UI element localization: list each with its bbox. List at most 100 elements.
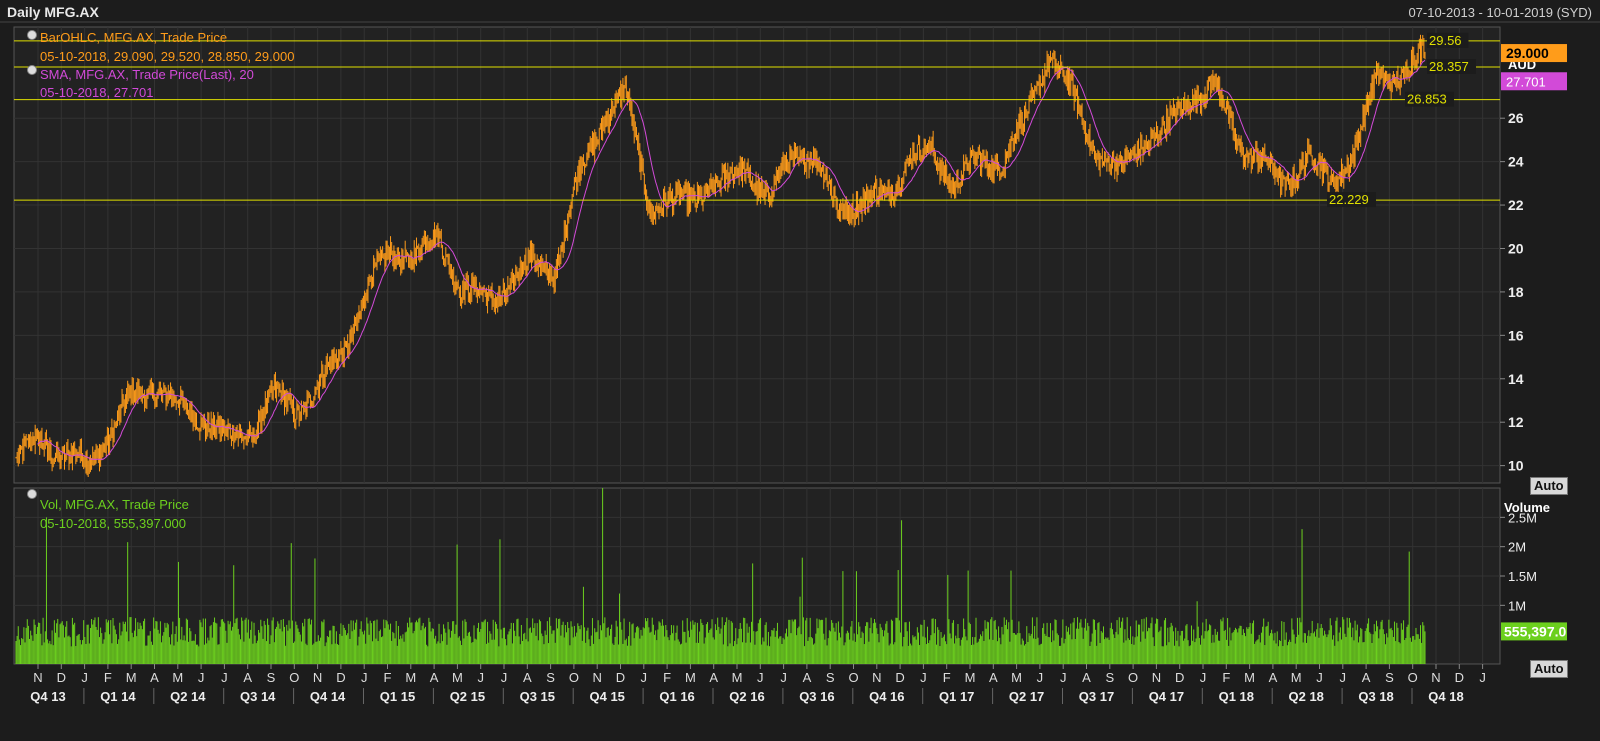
x-tick-label-month: N xyxy=(1431,670,1440,685)
x-tick-label-month: J xyxy=(1037,670,1044,685)
x-tick-label-quarter: Q4 17 xyxy=(1149,689,1184,704)
y-tick-label: 18 xyxy=(1508,284,1524,300)
x-tick-label-month: S xyxy=(546,670,555,685)
hline-label: 28.357 xyxy=(1429,59,1469,74)
x-tick-label-month: J xyxy=(780,670,787,685)
x-tick-label-month: N xyxy=(593,670,602,685)
x-tick-label-quarter: Q4 16 xyxy=(869,689,904,704)
x-tick-label-month: N xyxy=(33,670,42,685)
x-tick-label-month: A xyxy=(1362,670,1371,685)
auto-scale-price-button[interactable]: Auto xyxy=(1530,477,1568,495)
x-tick-label-quarter: Q2 16 xyxy=(729,689,764,704)
x-tick-label-month: D xyxy=(1175,670,1184,685)
date-range: 07-10-2013 - 10-01-2019 (SYD) xyxy=(1408,5,1592,20)
last-sma-box xyxy=(1501,72,1567,91)
x-tick-label-month: J xyxy=(641,670,648,685)
volume-legend-values: 05-10-2018, 555,397.000 xyxy=(40,516,187,531)
hline-label-bg xyxy=(1427,59,1476,75)
x-tick-label-quarter: Q1 18 xyxy=(1219,689,1254,704)
y-tick-label: 20 xyxy=(1508,240,1524,256)
x-tick-label-month: F xyxy=(384,670,392,685)
x-tick-label-month: N xyxy=(872,670,881,685)
x-tick-label-month: A xyxy=(803,670,812,685)
volume-y-tick-label: 1.5M xyxy=(1508,569,1537,584)
x-tick-label-quarter: Q4 14 xyxy=(310,689,346,704)
volume-y-tick-label: 2M xyxy=(1508,540,1526,555)
x-tick-label-month: D xyxy=(57,670,66,685)
x-tick-label-month: S xyxy=(826,670,835,685)
x-tick-label-month: A xyxy=(1269,670,1278,685)
volume-y-tick-label: 1M xyxy=(1508,598,1526,613)
x-tick-label-month: M xyxy=(126,670,137,685)
x-tick-label-month: O xyxy=(1128,670,1138,685)
x-tick-label-month: J xyxy=(361,670,368,685)
hline-label: 22.229 xyxy=(1329,192,1369,207)
x-tick-label-month: S xyxy=(267,670,276,685)
x-tick-label-quarter: Q1 16 xyxy=(659,689,694,704)
hline-label-bg xyxy=(1327,192,1376,208)
ohlc-legend-name: BarOHLC, MFG.AX, Trade Price xyxy=(40,30,228,45)
auto-scale-volume-button[interactable]: Auto xyxy=(1530,660,1568,678)
x-tick-label-quarter: Q4 15 xyxy=(589,689,624,704)
x-tick-label-month: J xyxy=(1340,670,1347,685)
x-tick-label-quarter: Q1 15 xyxy=(380,689,415,704)
x-tick-label-month: M xyxy=(732,670,743,685)
x-tick-label-month: N xyxy=(313,670,322,685)
x-tick-label-month: F xyxy=(943,670,951,685)
last-price-label: 29.000 xyxy=(1506,45,1549,61)
x-tick-label-month: S xyxy=(1385,670,1394,685)
x-tick-label-month: M xyxy=(1291,670,1302,685)
last-price-box xyxy=(1501,44,1567,63)
x-tick-label-month: J xyxy=(501,670,508,685)
legend-toggle-icon xyxy=(27,489,37,499)
x-tick-label-quarter: Q4 13 xyxy=(30,689,65,704)
x-tick-label-month: O xyxy=(848,670,858,685)
y-tick-label: 10 xyxy=(1508,458,1524,474)
x-tick-label-month: A xyxy=(243,670,252,685)
price-panel xyxy=(13,26,1501,484)
x-tick-label-quarter: Q3 17 xyxy=(1079,689,1114,704)
y-tick-label: 14 xyxy=(1508,371,1524,387)
x-tick-label-month: F xyxy=(663,670,671,685)
x-tick-label-month: M xyxy=(452,670,463,685)
x-tick-label-month: M xyxy=(685,670,696,685)
last-volume-box xyxy=(1501,622,1567,641)
x-tick-label-month: J xyxy=(1060,670,1067,685)
x-tick-label-month: F xyxy=(1222,670,1230,685)
x-tick-label-month: J xyxy=(81,670,88,685)
x-tick-label-quarter: Q1 14 xyxy=(100,689,136,704)
x-tick-label-quarter: Q4 18 xyxy=(1428,689,1463,704)
x-tick-label-month: O xyxy=(1408,670,1418,685)
y-tick-label: 24 xyxy=(1508,154,1524,170)
x-tick-label-quarter: Q2 17 xyxy=(1009,689,1044,704)
legend-toggle-icon xyxy=(27,30,37,40)
x-tick-label-quarter: Q1 17 xyxy=(939,689,974,704)
x-tick-label-quarter: Q3 16 xyxy=(799,689,834,704)
x-tick-label-month: J xyxy=(221,670,228,685)
x-tick-label-month: M xyxy=(965,670,976,685)
y-tick-label: 16 xyxy=(1508,327,1524,343)
sma-legend-name: SMA, MFG.AX, Trade Price(Last), 20 xyxy=(40,67,254,82)
hline-label: 26.853 xyxy=(1407,92,1447,107)
hline-label-bg xyxy=(1427,32,1469,48)
x-tick-label-month: J xyxy=(757,670,764,685)
x-tick-label-month: A xyxy=(150,670,159,685)
x-tick-label-month: M xyxy=(405,670,416,685)
hline-label: 29.56 xyxy=(1429,33,1462,48)
volume-bars xyxy=(15,488,1426,664)
x-tick-label-month: J xyxy=(920,670,927,685)
ohlc-bars xyxy=(15,34,1426,477)
x-tick-label-month: O xyxy=(289,670,299,685)
y-tick-label: 22 xyxy=(1508,197,1524,213)
sma-line xyxy=(37,59,1426,461)
x-tick-label-month: D xyxy=(616,670,625,685)
x-tick-label-quarter: Q2 18 xyxy=(1288,689,1323,704)
y-tick-label: 12 xyxy=(1508,414,1524,430)
volume-legend-name: Vol, MFG.AX, Trade Price xyxy=(40,497,189,512)
x-tick-label-month: J xyxy=(198,670,205,685)
x-tick-label-month: M xyxy=(172,670,183,685)
last-volume-label: 555,397.0 xyxy=(1504,623,1566,639)
x-tick-label-month: A xyxy=(523,670,532,685)
